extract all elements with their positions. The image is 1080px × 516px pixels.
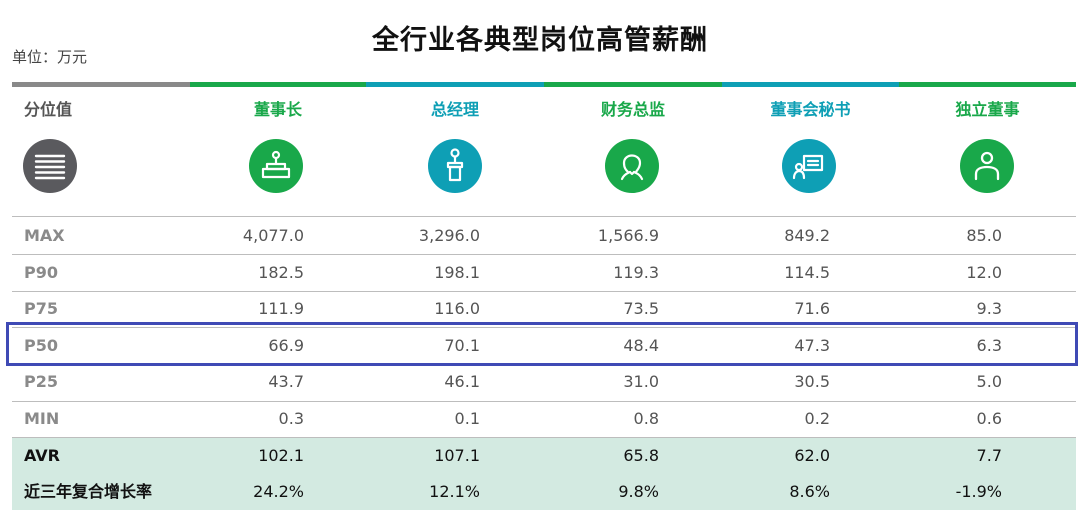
table-cell: 102.1 [258,445,304,465]
table-cell: 66.9 [268,335,304,355]
table-row: P90 182.5 198.1 119.3 114.5 12.0 [12,255,1076,291]
header-bar-teal [366,82,544,87]
row-label: P90 [24,262,58,282]
person-icon [960,139,1014,193]
header-bar-green [190,82,366,87]
table-cell: 48.4 [623,335,659,355]
table-cell: 4,077.0 [242,226,304,245]
table-cell: 24.2% [253,482,304,502]
table-cell: 1,566.9 [597,226,659,245]
table-cell: 73.5 [623,299,659,319]
column-header-cfo: 财务总监 [600,100,665,119]
column-header-chairman: 董事长 [253,100,302,119]
lectern-speaker-icon [428,139,482,193]
row-label: AVR [24,445,60,465]
podium-icon [249,139,303,193]
table-cell: 107.1 [434,445,480,465]
table-cell: 46.1 [444,372,480,392]
table-cell: 6.3 [976,335,1002,355]
header-bar-green [544,82,722,87]
column-header-board-secretary: 董事会秘书 [770,100,851,119]
table-cell: 114.5 [784,262,830,282]
row-divider [12,327,1076,329]
column-header-general-manager: 总经理 [430,100,479,119]
table-cell: 0.2 [804,409,830,428]
table-cell: 43.7 [268,372,304,392]
row-label: MIN [24,409,60,428]
table-cell: 70.1 [444,335,480,355]
row-divider [12,254,1076,256]
table-header-row: 分位值 董事长 总经理 财务总监 董事会秘书 独立董事 [12,96,1076,119]
row-label: P50 [24,335,58,355]
p50-highlight-box [6,322,1078,366]
table-cell: 12.0 [966,262,1002,282]
table-cell: 0.3 [278,409,304,428]
table-row: P25 43.7 46.1 31.0 30.5 5.0 [12,364,1076,400]
table-divider [12,216,1076,217]
table-row: AVR 102.1 107.1 65.8 62.0 7.7 [12,437,1076,474]
row-label: 近三年复合增长率 [24,482,153,502]
header-bar-teal [722,82,899,87]
table-cell: 85.0 [966,226,1002,245]
table-cell: 182.5 [258,262,304,282]
unit-label: 单位：万元 [12,48,88,66]
column-header-independent-director: 独立董事 [955,100,1020,119]
table-cell: 198.1 [434,262,480,282]
table-cell: 0.1 [454,409,480,428]
page-title: 全行业各典型岗位高管薪酬 [372,25,708,56]
table-row: P50 66.9 70.1 48.4 47.3 6.3 [12,328,1076,364]
table-cell: 0.6 [976,409,1002,428]
table-cell: 3,296.0 [418,226,480,245]
list-lines-icon [23,139,77,193]
row-divider [12,400,1076,402]
header-bar-gray [12,82,190,87]
table-row: MIN 0.3 0.1 0.8 0.2 0.6 [12,401,1076,437]
row-divider [12,290,1076,292]
table-row: MAX 4,077.0 3,296.0 1,566.9 849.2 85.0 [12,218,1076,254]
header-color-bars [12,82,1076,87]
table-cell: 9.8% [618,482,659,502]
table-cell: 9.3 [976,299,1002,319]
table-cell: 119.3 [613,262,659,282]
table-cell: 116.0 [434,299,480,319]
table-cell: 62.0 [794,445,830,465]
table-cell: 5.0 [976,372,1002,392]
table-cell: 111.9 [258,299,304,319]
table-cell: 12.1% [429,482,480,502]
table-cell: 7.7 [976,445,1002,465]
person-profile-icon [605,139,659,193]
table-cell: 849.2 [784,226,830,245]
table-cell: 65.8 [623,445,659,465]
row-label: P75 [24,299,58,319]
table-row: P75 111.9 116.0 73.5 71.6 9.3 [12,291,1076,327]
table-cell: 31.0 [623,372,659,392]
row-header-label: 分位值 [24,100,73,119]
table-row: 近三年复合增长率 24.2% 12.1% 9.8% 8.6% -1.9% [12,474,1076,511]
table-cell: -1.9% [955,482,1002,502]
row-label: P25 [24,372,58,392]
table-cell: 30.5 [794,372,830,392]
table-cell: 0.8 [633,409,659,428]
table-cell: 8.6% [789,482,830,502]
table-cell: 47.3 [794,335,830,355]
row-label: MAX [24,226,65,245]
header-bar-green [899,82,1076,87]
table-cell: 71.6 [794,299,830,319]
speech-board-icon [782,139,836,193]
